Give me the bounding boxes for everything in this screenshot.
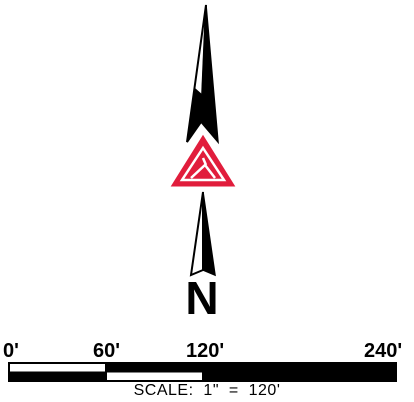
scale-tick-label: 240' xyxy=(364,340,403,362)
arrow-lower-shaft xyxy=(189,191,216,277)
scale-tick-label: 0' xyxy=(3,340,19,362)
scale-segment xyxy=(202,362,397,382)
scale-caption: SCALE: 1" = 120' xyxy=(133,382,281,399)
scale-segment xyxy=(9,372,106,381)
north-label: N xyxy=(185,272,218,324)
scale-tick-label: 120' xyxy=(186,340,225,362)
scale-bar xyxy=(8,362,397,382)
scale-segment xyxy=(106,363,203,372)
scale-tick-label: 60' xyxy=(93,340,121,362)
red-triangle-emblem-icon xyxy=(165,129,241,190)
arrow-upper-shaft xyxy=(186,4,219,145)
north-arrow: N xyxy=(165,4,241,324)
